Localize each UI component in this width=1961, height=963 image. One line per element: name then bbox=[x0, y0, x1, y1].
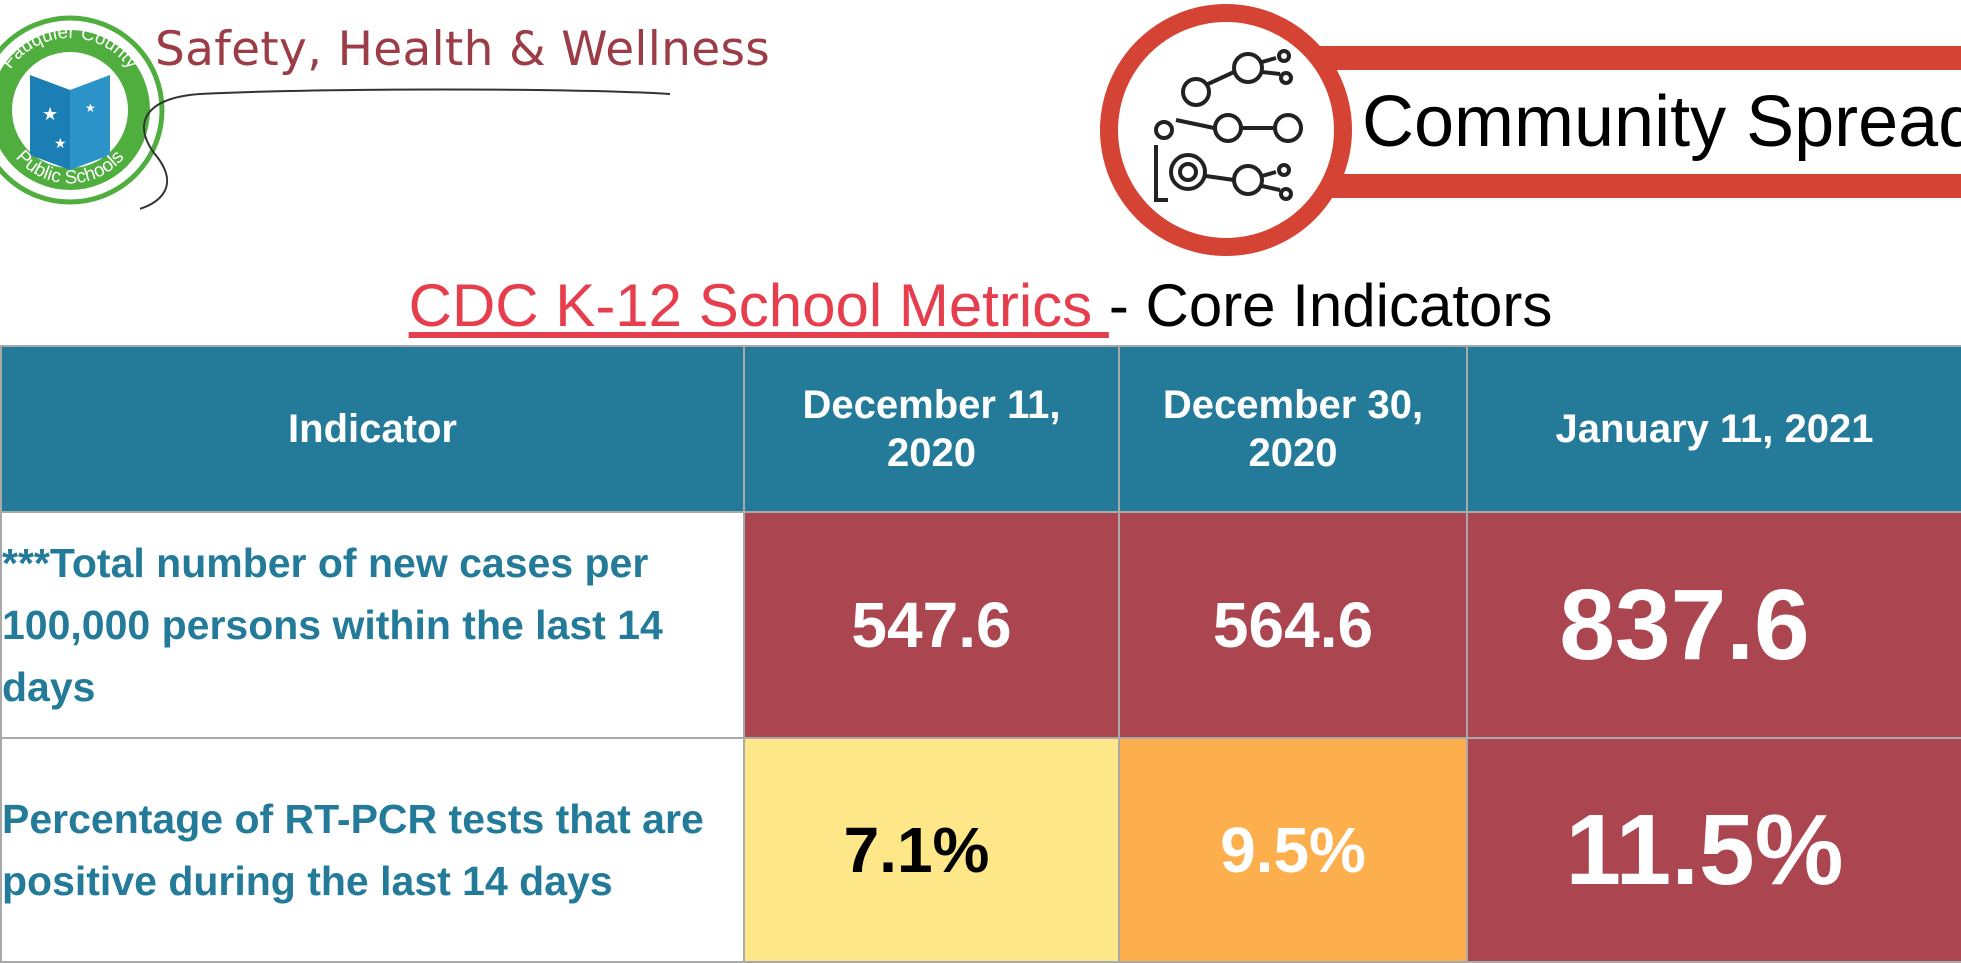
banner-inner bbox=[1320, 70, 1961, 174]
column-header-date: January 11, 2021 bbox=[1466, 345, 1961, 513]
column-header-date: December 11, 2020 bbox=[743, 345, 1120, 513]
metrics-table: Indicator December 11, 2020 December 30,… bbox=[0, 345, 1961, 963]
metric-value: 7.1% bbox=[743, 737, 1120, 963]
svg-text:★: ★ bbox=[54, 135, 67, 151]
metric-value: 11.5% bbox=[1466, 737, 1961, 963]
table-row: ***Total number of new cases per 100,000… bbox=[0, 511, 1961, 739]
column-header-indicator: Indicator bbox=[0, 345, 745, 513]
svg-text:★: ★ bbox=[85, 101, 96, 115]
indicator-label: ***Total number of new cases per 100,000… bbox=[0, 511, 745, 739]
metric-value: 547.6 bbox=[743, 511, 1120, 739]
metrics-title: CDC K-12 School Metrics - Core Indicator… bbox=[0, 270, 1961, 342]
svg-text:★: ★ bbox=[42, 104, 58, 124]
table-header-row: Indicator December 11, 2020 December 30,… bbox=[0, 345, 1961, 513]
table-row: Percentage of RT-PCR tests that are posi… bbox=[0, 737, 1961, 963]
community-spread-icon bbox=[1100, 4, 1352, 256]
metric-value: 9.5% bbox=[1118, 737, 1468, 963]
org-name: Safety, Health & Wellness bbox=[155, 22, 771, 77]
column-header-date: December 30, 2020 bbox=[1118, 345, 1468, 513]
decorative-swoosh bbox=[140, 88, 671, 210]
indicator-label: Percentage of RT-PCR tests that are posi… bbox=[0, 737, 745, 963]
metric-value: 564.6 bbox=[1118, 511, 1468, 739]
cdc-metrics-link[interactable]: CDC K-12 School Metrics bbox=[408, 272, 1109, 339]
school-logo: ★ ★ ★ Fauquier County Public Schools bbox=[0, 15, 165, 205]
banner-title: Community Spread bbox=[1362, 82, 1961, 162]
metrics-title-rest: - Core Indicators bbox=[1108, 272, 1553, 339]
metric-value: 837.6 bbox=[1466, 511, 1961, 739]
